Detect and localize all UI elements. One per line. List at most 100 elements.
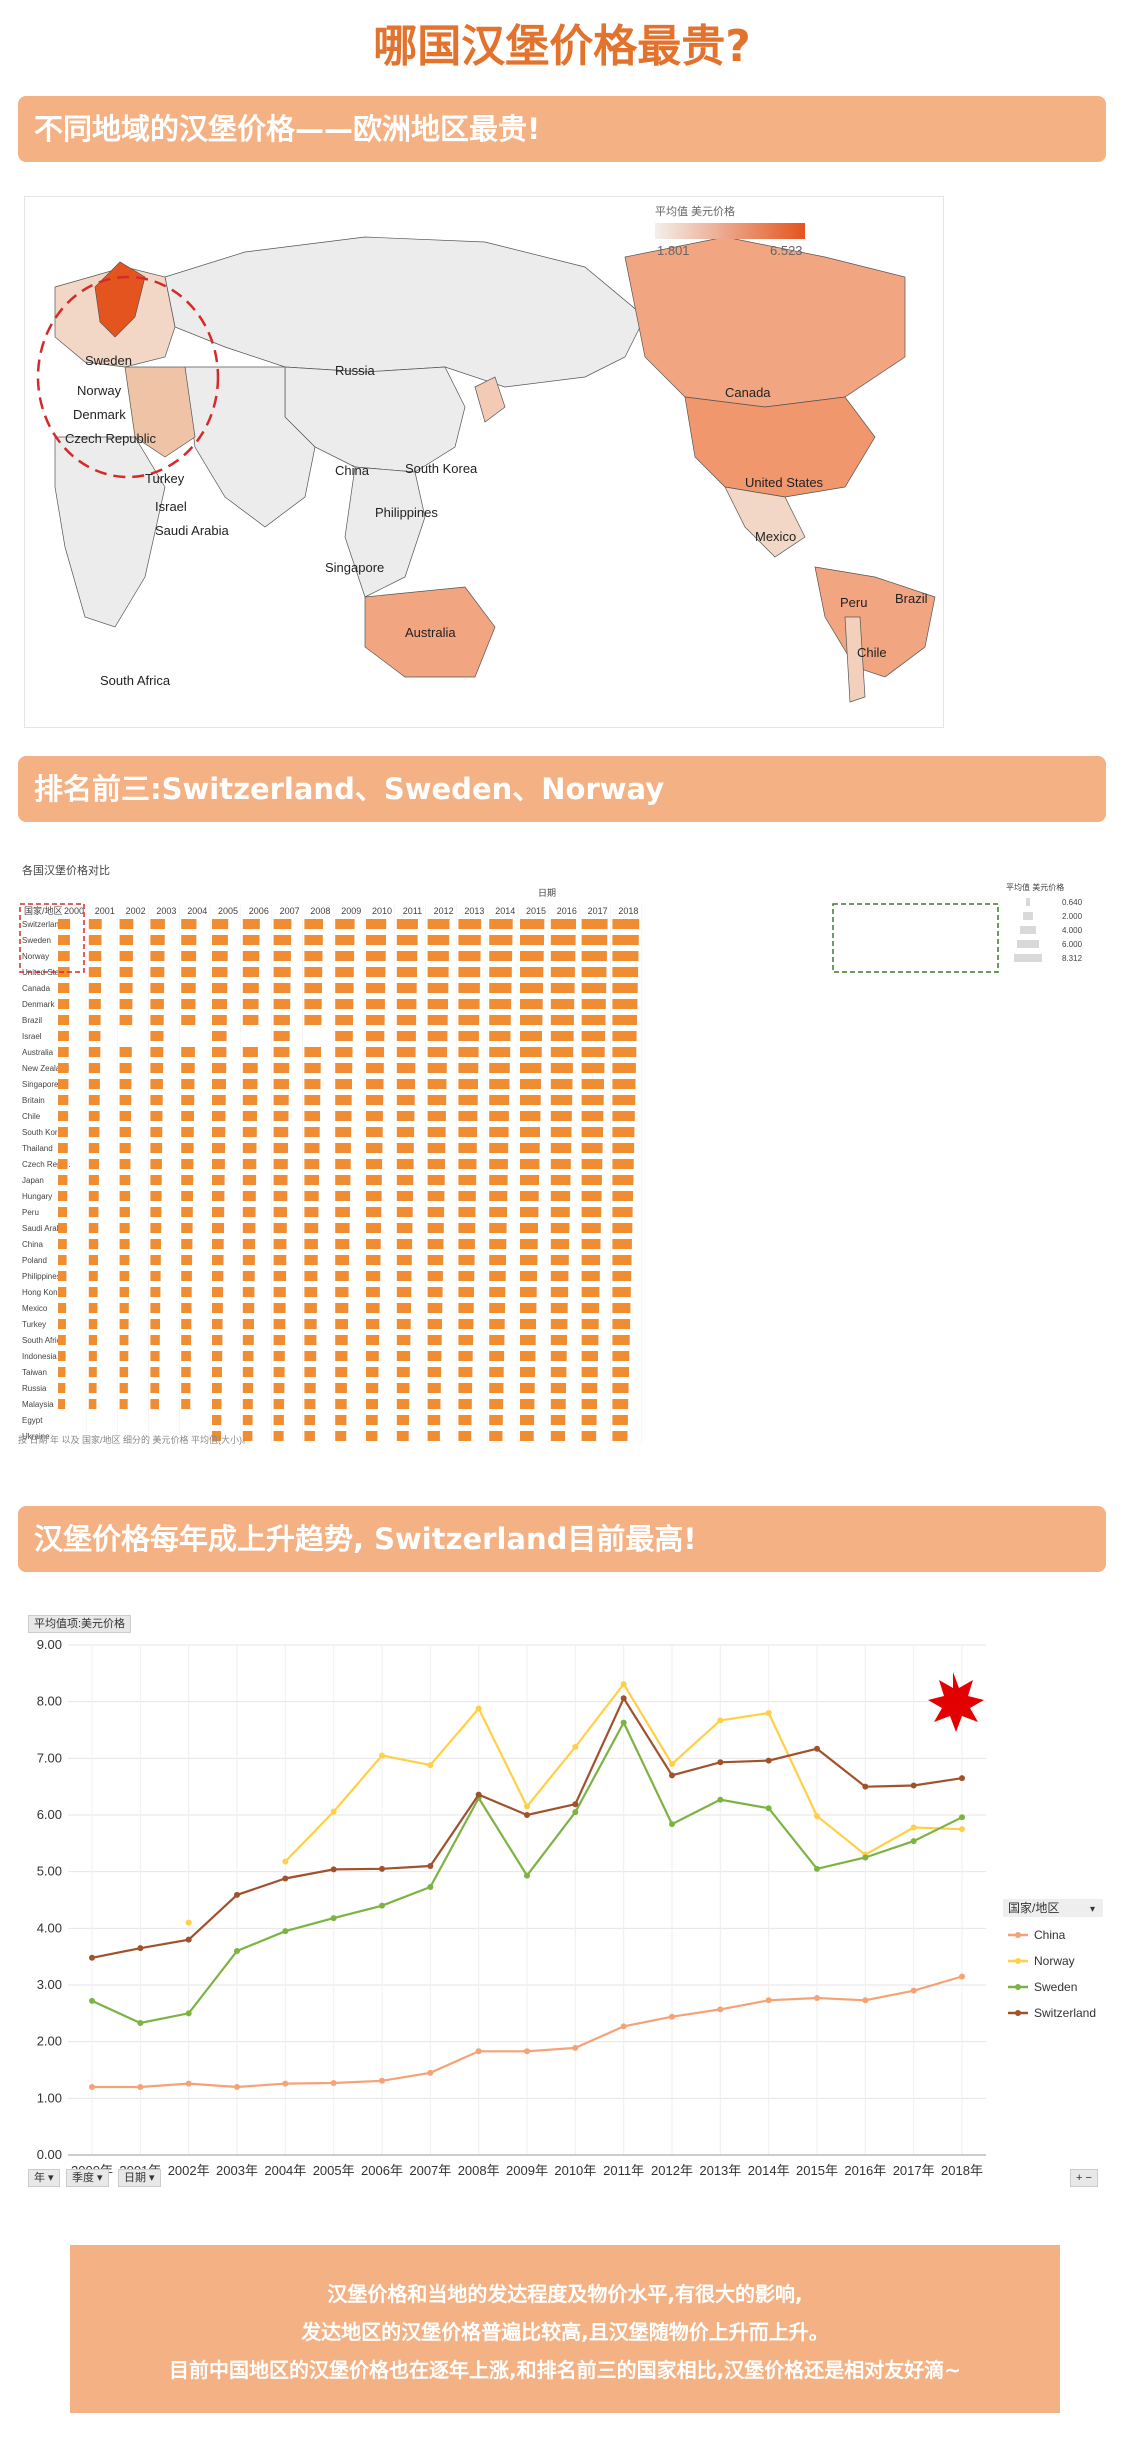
table-bar — [58, 919, 71, 929]
table-bar — [273, 1175, 288, 1185]
table-bar — [520, 983, 543, 993]
table-bar — [612, 1431, 628, 1441]
line-legend: 国家/地区 ▾ China Norway Sweden Switzerland — [1003, 1899, 1103, 2020]
table-bar — [612, 1031, 637, 1041]
table-bar — [458, 1319, 474, 1329]
table-bar — [612, 999, 638, 1009]
legend-dropdown-icon[interactable]: ▾ — [1090, 1904, 1095, 1915]
table-bar — [366, 1159, 383, 1169]
table-bar — [88, 1319, 98, 1329]
table-bar — [396, 951, 418, 961]
table-bar — [489, 1431, 503, 1441]
y-tick-label: 4.00 — [37, 1920, 62, 1935]
table-bar — [489, 1143, 509, 1153]
table-bar — [273, 1399, 285, 1409]
table-bar — [581, 919, 608, 929]
zoom-buttons[interactable]: + − — [1070, 2169, 1098, 2187]
table-bar — [458, 1063, 479, 1073]
table-bar — [520, 1031, 542, 1041]
table-bar — [489, 1287, 506, 1297]
table-bar — [150, 1239, 161, 1249]
table-bar — [550, 1351, 567, 1361]
series-point-sweden — [959, 1814, 965, 1821]
table-bar — [58, 951, 70, 961]
map-label-saudi-arabia: Saudi Arabia — [155, 523, 229, 538]
filter-quarter-button[interactable]: 季度 ▾ — [66, 2169, 109, 2187]
table-bar — [304, 1223, 319, 1233]
table-bar — [119, 999, 133, 1009]
table-bar — [58, 1271, 67, 1281]
table-bar — [119, 1127, 131, 1137]
table-bar — [242, 1063, 258, 1073]
table-bar — [581, 983, 607, 993]
table-bar — [304, 1271, 318, 1281]
table-bar — [181, 1335, 192, 1345]
series-point-switzerland — [524, 1812, 530, 1818]
table-row-header: 国家/地区 — [24, 905, 63, 916]
table-bar — [88, 1143, 100, 1153]
table-col-2001: 2001 — [95, 906, 115, 916]
size-legend: 0.640 2.000 4.000 6.000 8.312 — [1014, 898, 1083, 963]
table-row-label: China — [22, 1240, 43, 1249]
table-bar — [581, 967, 607, 977]
table-bar — [119, 951, 133, 961]
table-bar — [242, 1127, 257, 1137]
x-tick-label: 2010年 — [554, 2163, 596, 2178]
table-bar — [304, 999, 322, 1009]
table-bar — [581, 1063, 605, 1073]
table-bar — [550, 1239, 570, 1249]
table-bar — [366, 1383, 379, 1393]
table-bar — [396, 1239, 413, 1249]
table-bar — [212, 1207, 225, 1217]
table-bar — [612, 1207, 633, 1217]
series-point-sweden — [862, 1854, 869, 1861]
table-bar — [550, 1431, 565, 1441]
table-bar — [550, 1015, 574, 1025]
table-bar — [273, 951, 291, 961]
table-bar — [242, 1335, 254, 1345]
table-bar — [458, 1431, 472, 1441]
table-bar — [489, 1111, 509, 1121]
table-bar — [273, 935, 292, 945]
table-bar — [489, 1207, 507, 1217]
table-bar — [581, 1383, 598, 1393]
map-legend-gradient — [655, 223, 805, 239]
table-bar — [520, 1143, 540, 1153]
table-bar — [150, 1047, 164, 1057]
table-bar — [489, 1015, 511, 1025]
table-bar — [458, 1335, 474, 1345]
table-bar — [58, 1191, 68, 1201]
table-bar — [58, 1383, 66, 1393]
table-bar — [273, 1431, 284, 1441]
table-bar — [366, 1031, 385, 1041]
series-point-switzerland — [234, 1891, 240, 1898]
map-legend-max: 6.523 — [770, 243, 803, 258]
filter-year-button[interactable]: 年 ▾ — [28, 2169, 60, 2187]
size-legend-swatch — [1020, 926, 1036, 934]
series-point-switzerland — [620, 1695, 627, 1702]
table-bar — [550, 1383, 566, 1393]
table-bar — [396, 1319, 411, 1329]
table-bar — [212, 999, 228, 1009]
table-col-2011: 2011 — [403, 906, 422, 916]
table-bar — [396, 1271, 412, 1281]
series-point-china — [765, 1997, 772, 2004]
table-bar — [242, 1015, 259, 1025]
legend-label-switzerland: Switzerland — [1034, 2006, 1096, 2020]
table-bar — [366, 1063, 384, 1073]
table-bar — [88, 1399, 97, 1409]
table-bar — [335, 1191, 351, 1201]
table-bar — [458, 1175, 477, 1185]
table-col-2015: 2015 — [526, 906, 546, 916]
y-tick-label: 8.00 — [37, 1694, 62, 1709]
series-point-switzerland — [427, 1863, 434, 1869]
table-bar — [458, 1031, 479, 1041]
table-col-2014: 2014 — [495, 906, 515, 916]
table-bar — [612, 1191, 633, 1201]
table-bar — [427, 1431, 440, 1441]
table-bar — [119, 1351, 129, 1361]
table-bar — [58, 1335, 66, 1345]
filter-date-button[interactable]: 日期 ▾ — [118, 2169, 161, 2187]
table-bar — [520, 1015, 543, 1025]
table-bar — [212, 951, 228, 961]
